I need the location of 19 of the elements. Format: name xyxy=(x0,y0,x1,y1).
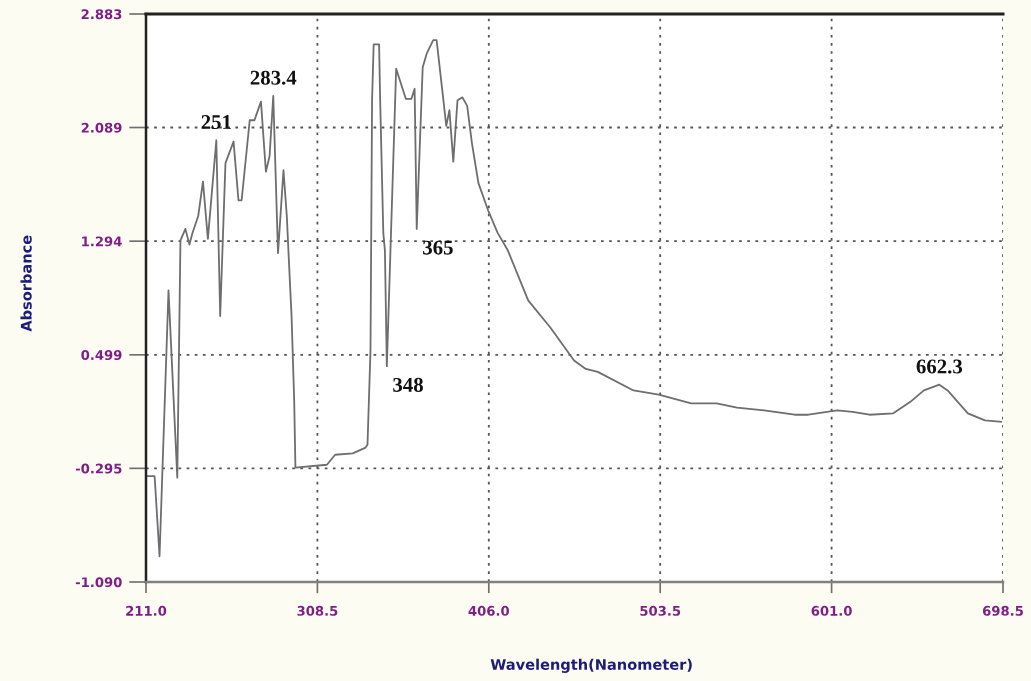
annotation: 365 xyxy=(423,240,453,255)
x-tick-label: 406.0 xyxy=(468,605,510,616)
annotation: 662.3 xyxy=(916,359,963,374)
y-tick-label: 2.883 xyxy=(81,9,122,20)
x-tick-label: 308.5 xyxy=(297,605,338,616)
y-tick-label: 0.499 xyxy=(81,350,122,361)
y-tick-label: 1.294 xyxy=(82,236,122,247)
x-tick-label: 503.5 xyxy=(640,605,681,616)
x-tick-label: 211.0 xyxy=(126,605,167,616)
x-axis-title: Wavelength(Nanometer) xyxy=(490,658,692,673)
annotation: 283.4 xyxy=(250,70,297,85)
x-tick-label: 601.0 xyxy=(811,605,852,616)
x-tick-label: 698.5 xyxy=(982,605,1023,616)
y-tick-label: 2.089 xyxy=(81,122,122,133)
y-axis-title: Absorbance xyxy=(20,235,32,332)
y-tick-label: -1.090 xyxy=(75,577,122,588)
y-tick-label: -0.295 xyxy=(75,463,122,474)
annotation: 348 xyxy=(393,377,423,392)
annotation: 251 xyxy=(201,115,231,130)
